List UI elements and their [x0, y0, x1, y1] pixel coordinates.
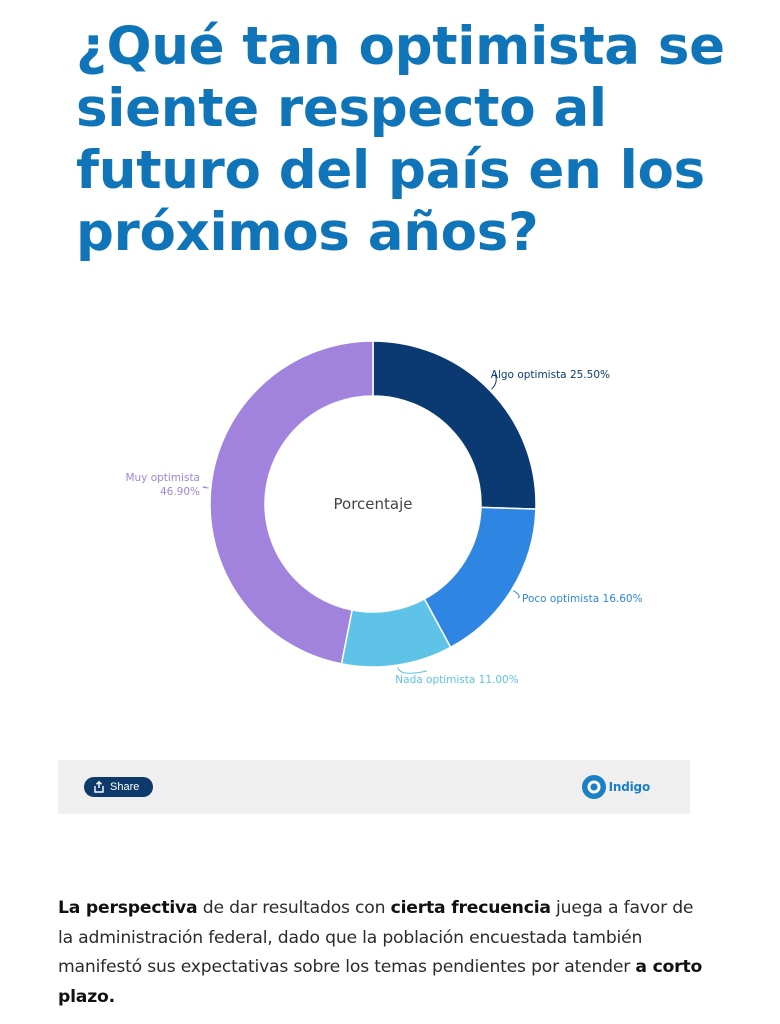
slice-label: Poco optimista 16.60%	[522, 593, 643, 605]
label-connector	[491, 373, 497, 390]
slice-label: Muy optimista 46.90%	[125, 472, 200, 498]
brand-logo[interactable]: Indigo	[581, 774, 650, 800]
donut-chart: Algo optimista 25.50% Poco optimista 16.6…	[0, 300, 780, 740]
slice-muy-optimista[interactable]	[209, 340, 374, 665]
share-icon	[92, 780, 106, 794]
slice-poco-optimista[interactable]	[423, 506, 537, 649]
headline: ¿Qué tan optimista se siente respecto al…	[76, 16, 725, 263]
emphasis-perspectiva: La perspectiva	[58, 898, 198, 918]
label-connector	[397, 666, 428, 674]
share-label: Share	[110, 781, 140, 793]
center-label: Porcentaje	[334, 495, 413, 513]
donut-chart-svg: Algo optimista 25.50% Poco optimista 16.6…	[125, 340, 643, 686]
paragraph-text: de dar resultados con	[197, 898, 391, 918]
slice-label: Nada optimista 11.00%	[395, 674, 518, 686]
chart-toolbar: Share Indigo	[58, 760, 690, 814]
slice-label: Algo optimista 25.50%	[491, 369, 610, 381]
article-paragraph: La perspectiva de dar resultados con cie…	[58, 894, 708, 1012]
emphasis-corto-plazo: a corto plazo.	[58, 957, 703, 1007]
brand-name: Indigo	[608, 780, 651, 794]
slice-algo-optimista[interactable]	[372, 340, 537, 510]
label-connector	[513, 590, 520, 599]
indigo-logo-icon	[581, 774, 607, 800]
label-connector	[202, 486, 209, 489]
paragraph-text: juega a favor de la administración feder…	[58, 898, 694, 977]
share-button[interactable]: Share	[84, 777, 154, 797]
emphasis-frecuencia: cierta frecuencia	[390, 898, 551, 918]
